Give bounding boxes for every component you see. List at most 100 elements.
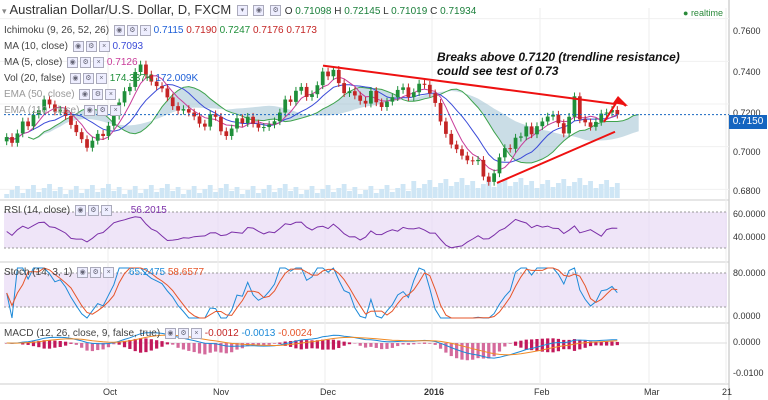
eye-icon[interactable]: ◉: [74, 205, 86, 216]
candle-body: [390, 97, 395, 102]
gear-icon[interactable]: ⚙: [85, 41, 97, 52]
gear-icon[interactable]: ⚙: [177, 328, 189, 339]
candle-body: [245, 116, 250, 123]
close-icon[interactable]: ×: [190, 328, 202, 339]
macd-histogram-bar: [433, 343, 437, 345]
macd-histogram-bar: [508, 342, 512, 344]
candle-body: [519, 136, 523, 138]
legend-macd[interactable]: MACD (12, 26, close, 9, false, true) ◉ ⚙ ×…: [4, 328, 313, 340]
macd-histogram-bar: [326, 339, 330, 350]
candle-body: [508, 148, 513, 150]
candle-body: [315, 85, 320, 95]
candle-body: [572, 96, 577, 117]
eye-icon[interactable]: ◉: [113, 25, 125, 36]
volume-bar: [138, 193, 144, 198]
gear-icon[interactable]: ⚙: [82, 73, 94, 84]
volume-bar: [191, 186, 197, 198]
legend-rsi[interactable]: RSI (14, close) ◉ ⚙ × 56.2015: [4, 205, 167, 217]
volume-bar: [159, 188, 165, 198]
close-icon[interactable]: ×: [100, 205, 112, 216]
macd-histogram-bar: [53, 340, 57, 348]
candle-body: [197, 116, 202, 124]
eye-icon[interactable]: ◉: [69, 73, 81, 84]
candle-body: [347, 91, 352, 94]
macd-histogram-bar: [337, 340, 341, 349]
macd-histogram-bar: [417, 342, 421, 344]
macd-histogram-bar: [278, 342, 282, 344]
volume-bar: [406, 191, 411, 198]
gear-icon[interactable]: ⚙: [90, 267, 102, 278]
candle-body: [47, 99, 52, 105]
gear-icon[interactable]: ⚙: [80, 57, 92, 68]
last-price-tag: 0.7150: [729, 115, 767, 129]
eye-icon[interactable]: ◉: [79, 89, 91, 100]
volume-bar: [588, 181, 593, 198]
candle-body: [304, 86, 309, 97]
close-icon[interactable]: ×: [139, 25, 151, 36]
gear-icon[interactable]: ⚙: [92, 89, 104, 100]
volume-bar: [384, 185, 390, 198]
close-icon[interactable]: ×: [95, 73, 107, 84]
symbol-title[interactable]: Australian Dollar/U.S. Dollar, D, FXCM: [9, 2, 232, 17]
eye-icon[interactable]: ◉: [84, 105, 96, 116]
eye-icon[interactable]: ◉: [72, 41, 84, 52]
candle-body: [53, 104, 57, 112]
gear-icon[interactable]: ⚙: [126, 25, 138, 36]
volume-bar: [223, 184, 229, 198]
candle-body: [79, 132, 84, 140]
gear-icon[interactable]: ⚙: [270, 5, 282, 17]
volume-bar: [31, 185, 36, 198]
eye-icon[interactable]: ◉: [253, 5, 265, 17]
collapse-icon[interactable]: ▾: [2, 6, 7, 16]
volume-bar: [314, 193, 320, 198]
candle-body: [342, 83, 347, 94]
close-icon[interactable]: ×: [103, 267, 115, 278]
eye-icon[interactable]: ◉: [164, 328, 176, 339]
x-tick-label: Mar: [644, 387, 660, 397]
legend-vol[interactable]: Vol (20, false) ◉ ⚙ × 174.337K 172.009K: [4, 73, 199, 85]
volume-bar: [14, 186, 20, 198]
volume-bar: [534, 188, 540, 198]
close-icon[interactable]: ×: [110, 105, 122, 116]
candle-body: [101, 133, 105, 136]
volume-bar: [341, 184, 347, 198]
macd-histogram-bar: [133, 338, 137, 352]
eye-icon[interactable]: ◉: [77, 267, 89, 278]
legend-ma10[interactable]: MA (10, close) ◉ ⚙ × 0.7093: [4, 41, 144, 53]
volume-bar: [523, 185, 529, 198]
macd-histogram-bar: [106, 343, 111, 348]
candle-body: [588, 122, 593, 127]
close-icon[interactable]: ×: [105, 89, 117, 100]
volume-bar: [111, 191, 117, 198]
macd-histogram-bar: [519, 340, 523, 348]
candle-body: [331, 69, 336, 77]
legend-ma5[interactable]: MA (5, close) ◉ ⚙ × 0.7126: [4, 57, 138, 69]
volume-bar: [561, 179, 567, 198]
volume-bar: [347, 191, 352, 198]
close-icon[interactable]: ×: [98, 41, 110, 52]
macd-histogram-bar: [588, 341, 593, 347]
settings-icon[interactable]: ▾: [236, 5, 248, 17]
volume-bar: [422, 184, 427, 198]
volume-bar: [41, 188, 47, 198]
gear-icon[interactable]: ⚙: [87, 205, 99, 216]
gear-icon[interactable]: ⚙: [97, 105, 109, 116]
legend-ichimoku[interactable]: Ichimoku (9, 26, 52, 26) ◉ ⚙ × 0.7115 0.71…: [4, 25, 317, 37]
candle-body: [294, 90, 298, 102]
macd-histogram-bar: [47, 340, 52, 349]
candle-body: [144, 64, 148, 75]
volume-bar: [89, 185, 95, 198]
eye-icon[interactable]: ◉: [67, 57, 79, 68]
candle-body: [240, 118, 245, 123]
macd-histogram-bar: [374, 343, 378, 348]
support-trendline: [496, 130, 616, 184]
close-icon[interactable]: ×: [93, 57, 105, 68]
volume-bar: [448, 186, 454, 198]
legend-ema110[interactable]: EMA (110, close) ◉ ⚙ ×: [4, 105, 122, 116]
candle-body: [74, 124, 79, 133]
legend-ema50[interactable]: EMA (50, close) ◉ ⚙ ×: [4, 89, 117, 100]
volume-bar: [277, 188, 283, 198]
x-tick-label: Dec: [320, 387, 337, 397]
macd-histogram-bar: [208, 343, 212, 353]
legend-stoch[interactable]: Stoch (14, 3, 1) ◉ ⚙ × 65.2475 58.6577: [4, 267, 205, 279]
